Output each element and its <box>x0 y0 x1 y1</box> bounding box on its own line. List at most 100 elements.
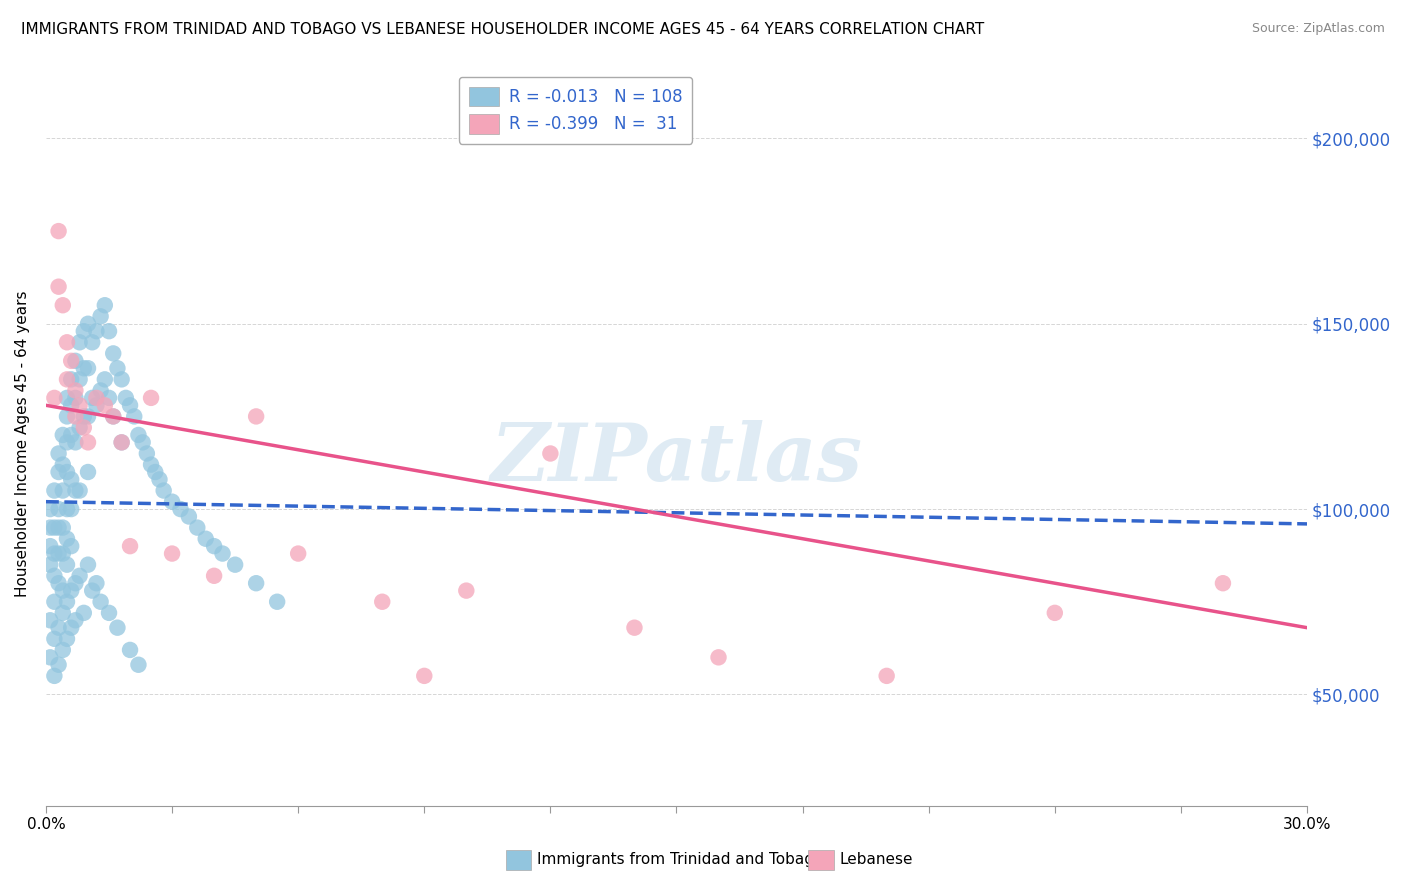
Point <box>44 520 66 534</box>
Point <box>65 435 87 450</box>
Point <box>186 520 208 534</box>
Point <box>107 361 129 376</box>
Point <box>56 335 79 350</box>
Point <box>266 595 288 609</box>
Point <box>177 509 200 524</box>
Point <box>56 532 79 546</box>
Point <box>39 539 62 553</box>
Text: Immigrants from Trinidad and Tobago: Immigrants from Trinidad and Tobago <box>537 853 824 867</box>
Point <box>52 298 75 312</box>
Text: IMMIGRANTS FROM TRINIDAD AND TOBAGO VS LEBANESE HOUSEHOLDER INCOME AGES 45 - 64 : IMMIGRANTS FROM TRINIDAD AND TOBAGO VS L… <box>21 22 984 37</box>
Point <box>107 621 129 635</box>
Point <box>39 650 62 665</box>
Point <box>60 354 83 368</box>
Point <box>48 657 70 672</box>
Point <box>371 595 394 609</box>
Point <box>73 606 96 620</box>
Point <box>139 391 162 405</box>
Point <box>103 409 125 424</box>
Point <box>287 547 309 561</box>
Point <box>48 520 70 534</box>
Point <box>65 613 87 627</box>
Point <box>77 317 100 331</box>
Point <box>44 547 66 561</box>
Point <box>127 428 149 442</box>
Point <box>194 532 217 546</box>
Point <box>65 576 87 591</box>
Point <box>48 576 70 591</box>
Point <box>52 520 75 534</box>
Text: Source: ZipAtlas.com: Source: ZipAtlas.com <box>1251 22 1385 36</box>
Point <box>52 547 75 561</box>
Point <box>60 398 83 412</box>
Point <box>69 335 91 350</box>
Point <box>1043 606 1066 620</box>
Point <box>135 446 157 460</box>
Point <box>103 409 125 424</box>
Point <box>413 669 436 683</box>
Point <box>60 428 83 442</box>
Point <box>86 398 108 412</box>
Point <box>65 391 87 405</box>
Point <box>69 569 91 583</box>
Point <box>69 398 91 412</box>
Point <box>143 465 166 479</box>
Point <box>86 324 108 338</box>
Point <box>152 483 174 498</box>
Point <box>39 502 62 516</box>
Point <box>77 361 100 376</box>
Point <box>60 502 83 516</box>
Point <box>48 465 70 479</box>
Point <box>73 420 96 434</box>
Point <box>127 657 149 672</box>
Point <box>211 547 233 561</box>
Point <box>160 547 183 561</box>
Point <box>44 391 66 405</box>
Point <box>52 583 75 598</box>
Point <box>623 621 645 635</box>
Point <box>86 576 108 591</box>
Point <box>48 446 70 460</box>
Point <box>65 354 87 368</box>
Point <box>52 428 75 442</box>
Point <box>39 558 62 572</box>
Point <box>118 539 141 553</box>
Point <box>48 621 70 635</box>
Point <box>131 435 153 450</box>
Point <box>94 398 117 412</box>
Point <box>73 324 96 338</box>
Point <box>98 324 121 338</box>
Y-axis label: Householder Income Ages 45 - 64 years: Householder Income Ages 45 - 64 years <box>15 291 30 598</box>
Point <box>82 335 104 350</box>
Point <box>118 398 141 412</box>
Point <box>111 372 134 386</box>
Point <box>1212 576 1234 591</box>
Point <box>56 632 79 646</box>
Legend: R = -0.013   N = 108, R = -0.399   N =  31: R = -0.013 N = 108, R = -0.399 N = 31 <box>458 77 692 144</box>
Point <box>538 446 561 460</box>
Point <box>98 391 121 405</box>
Point <box>52 643 75 657</box>
Point <box>56 558 79 572</box>
Point <box>90 310 112 324</box>
Point <box>48 502 70 516</box>
Point <box>103 346 125 360</box>
Point <box>44 632 66 646</box>
Point <box>39 613 62 627</box>
Point <box>707 650 730 665</box>
Point <box>69 372 91 386</box>
Point <box>77 435 100 450</box>
Point <box>48 547 70 561</box>
Point <box>98 606 121 620</box>
Point <box>111 435 134 450</box>
Point <box>56 391 79 405</box>
Point <box>44 569 66 583</box>
Point <box>60 583 83 598</box>
Point <box>245 409 267 424</box>
Point <box>111 435 134 450</box>
Point <box>56 409 79 424</box>
Point <box>86 391 108 405</box>
Point <box>52 606 75 620</box>
Point <box>77 465 100 479</box>
Point <box>39 520 62 534</box>
